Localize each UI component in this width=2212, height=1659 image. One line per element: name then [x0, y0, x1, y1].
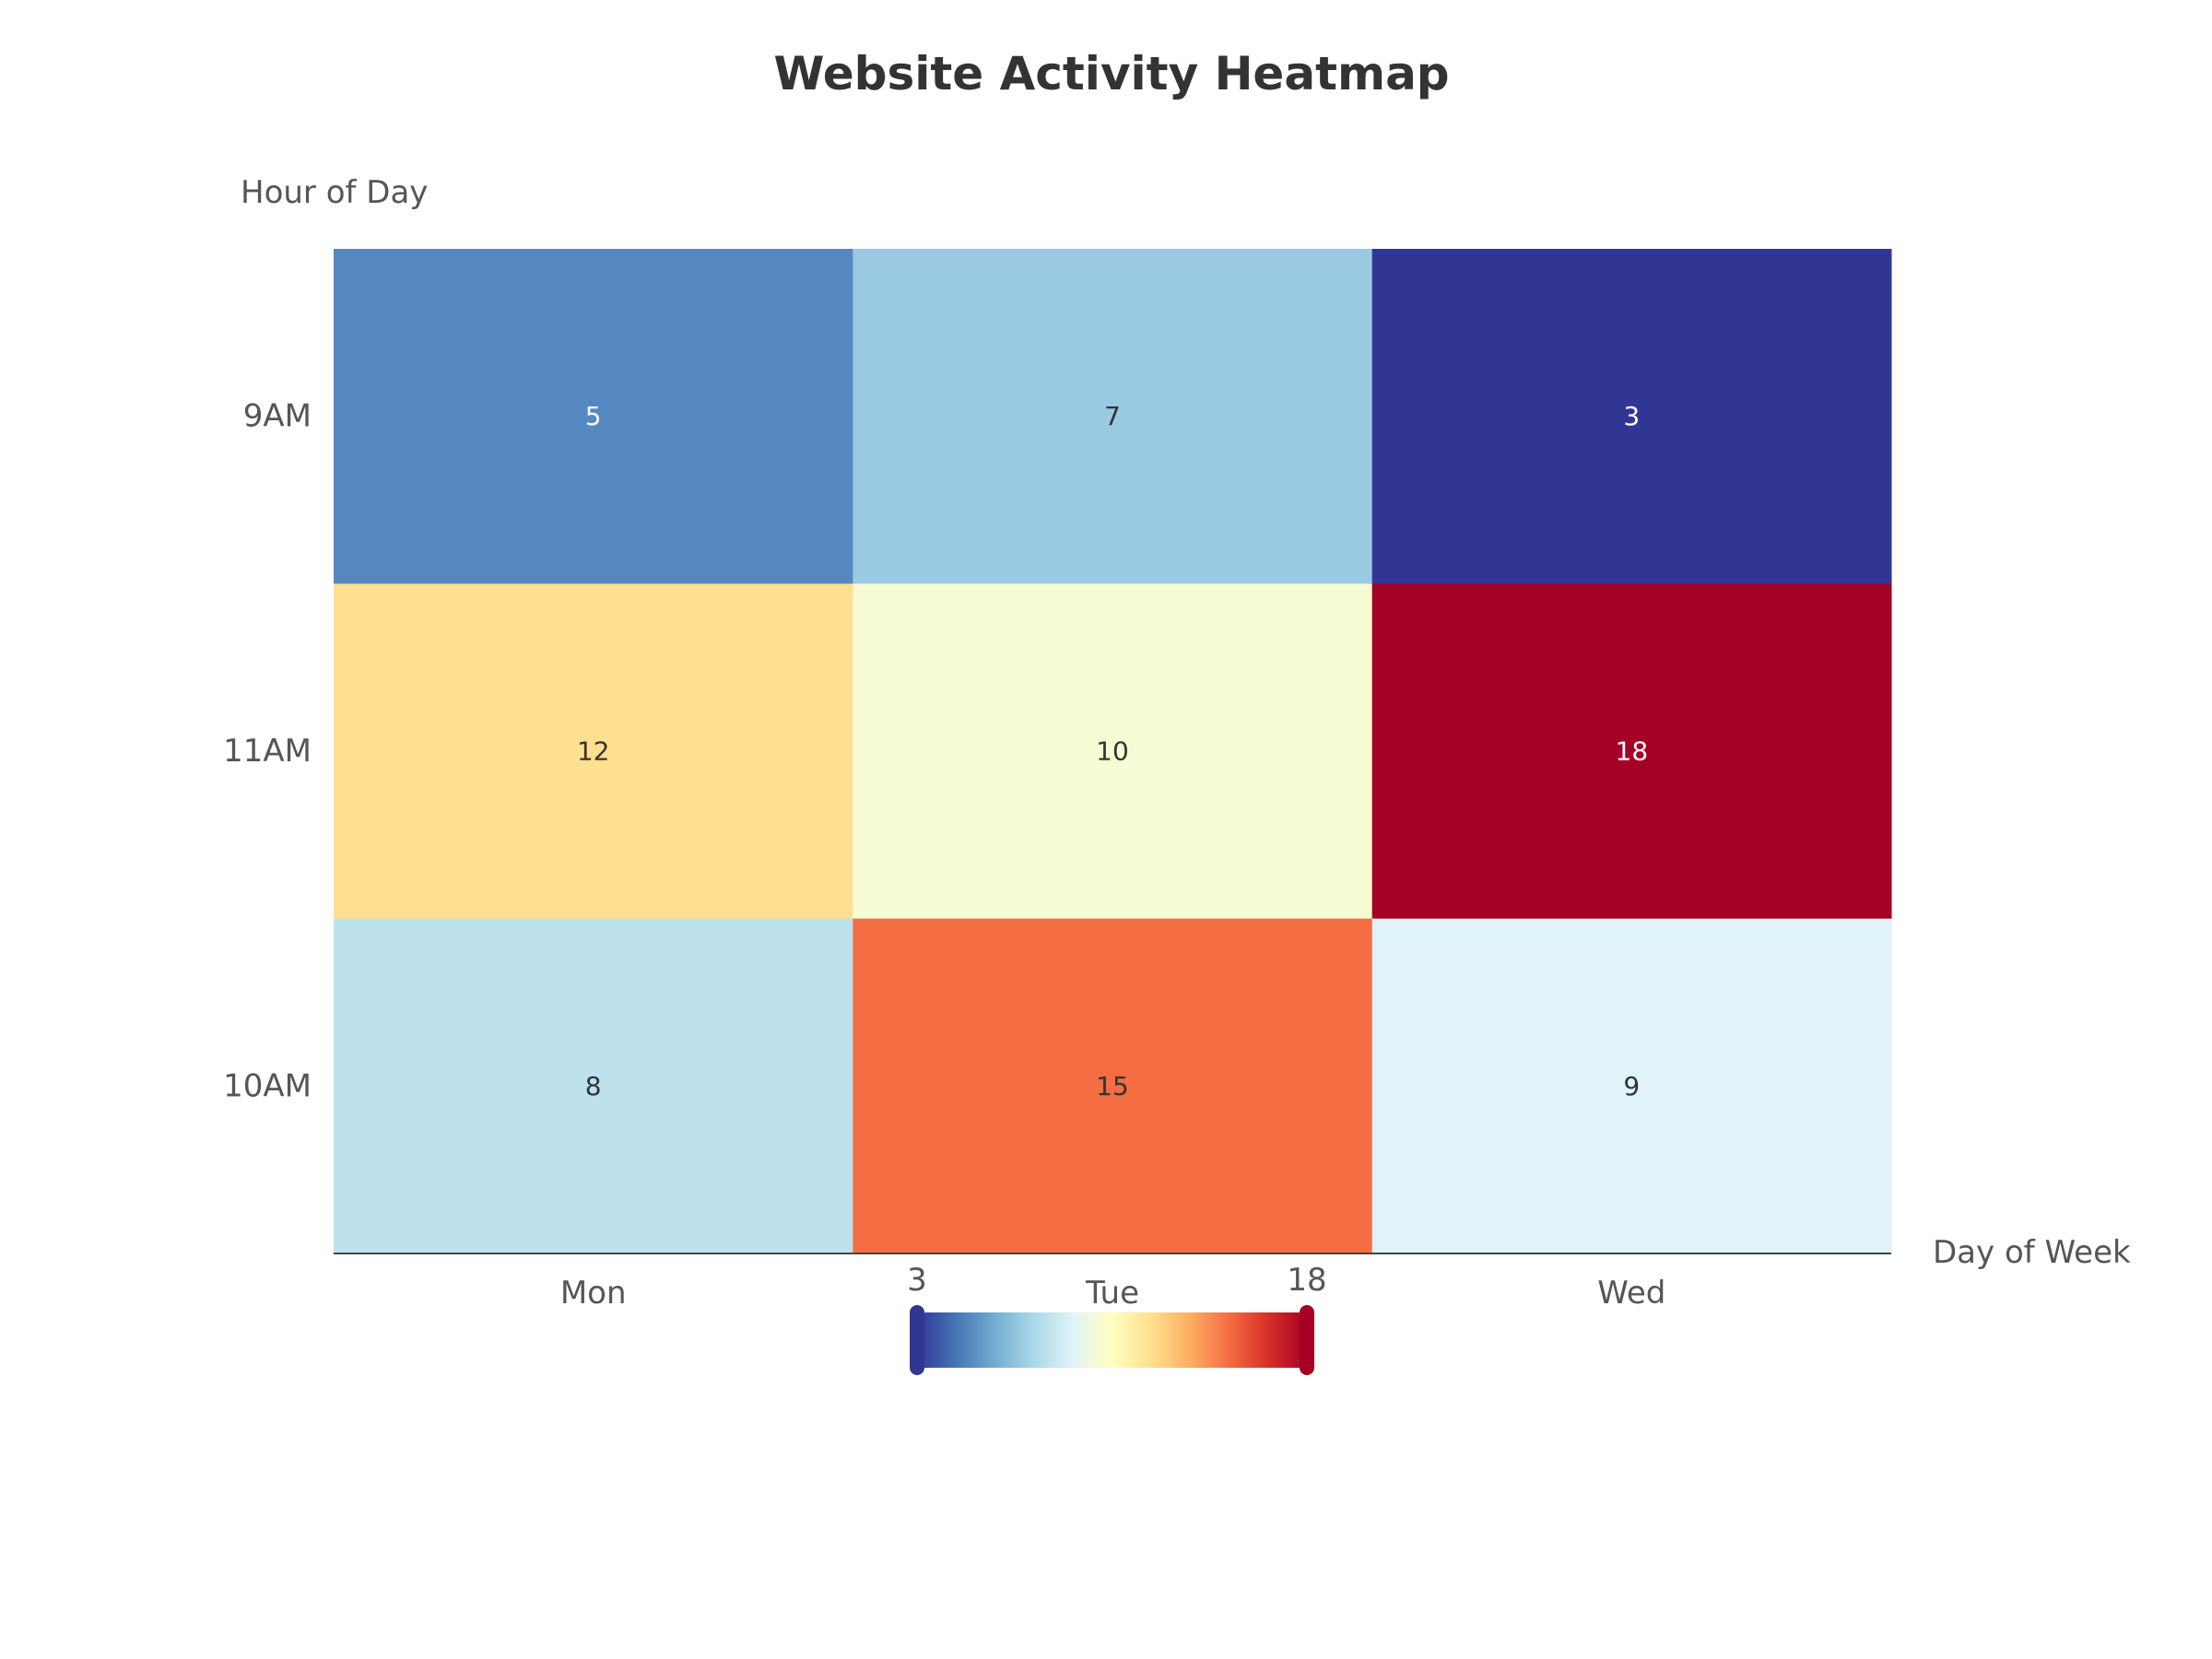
- heatmap-cell-10am-wed[interactable]: [1371, 918, 1892, 1254]
- y-tick-label-11am: 11AM: [223, 733, 312, 770]
- heatmap-cell-11am-wed[interactable]: [1371, 583, 1892, 920]
- cell-value-label: 18: [1616, 736, 1649, 767]
- colorbar-max-handle[interactable]: [1300, 1305, 1314, 1375]
- y-tick-label-9am: 9AM: [243, 398, 312, 435]
- x-tick-label-mon: Mon: [560, 1275, 627, 1312]
- colorbar-min-label: 3: [907, 1262, 927, 1299]
- heatmap-cells: [334, 249, 1892, 1254]
- y-tick-label-10am: 10AM: [223, 1067, 312, 1104]
- cell-value-label: 3: [1623, 401, 1640, 431]
- heatmap-cell-10am-tue[interactable]: [853, 918, 1373, 1254]
- cell-value-label: 10: [1096, 736, 1129, 767]
- cell-value-label: 12: [577, 736, 610, 767]
- heatmap-cell-11am-mon[interactable]: [334, 583, 853, 920]
- cell-value-label: 5: [585, 401, 602, 431]
- colorbar-gradient-bar: [917, 1312, 1307, 1368]
- y-axis-label: Hour of Day: [241, 174, 428, 211]
- colorbar-max-label: 18: [1287, 1262, 1326, 1299]
- x-axis-label: Day of Week: [1933, 1234, 2131, 1271]
- heatmap-cell-labels: 5 7 3 12 10 18 8 15 9: [577, 401, 1648, 1101]
- x-tick-label-wed: Wed: [1597, 1275, 1665, 1312]
- cell-value-label: 8: [585, 1071, 602, 1101]
- colorbar: 3 18: [907, 1262, 1327, 1375]
- heatmap-cell-9am-tue[interactable]: [853, 249, 1373, 584]
- cell-value-label: 15: [1096, 1071, 1129, 1101]
- x-tick-label-tue: Tue: [1085, 1275, 1139, 1312]
- y-tick-labels: 9AM 11AM 10AM: [223, 398, 312, 1105]
- heatmap-cell-9am-wed[interactable]: [1371, 249, 1892, 584]
- heatmap-cell-11am-tue[interactable]: [853, 583, 1373, 920]
- heatmap-cell-9am-mon[interactable]: [334, 249, 853, 584]
- x-tick-labels: Mon Tue Wed: [560, 1275, 1666, 1312]
- colorbar-min-handle[interactable]: [910, 1305, 924, 1375]
- chart-title: Website Activity Heatmap: [773, 47, 1449, 100]
- cell-value-label: 7: [1104, 401, 1121, 431]
- cell-value-label: 9: [1623, 1071, 1640, 1101]
- heatmap-cell-10am-mon[interactable]: [334, 918, 853, 1254]
